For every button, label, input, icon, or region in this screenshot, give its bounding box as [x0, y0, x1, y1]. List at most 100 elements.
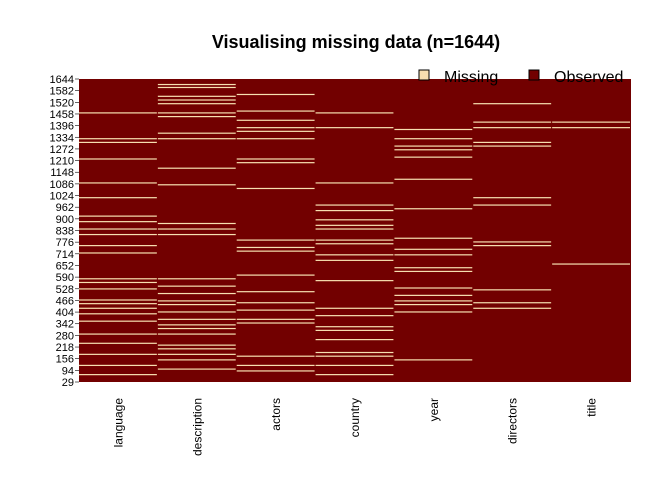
- y-tick-label: 1086: [50, 179, 74, 191]
- x-tick-label-directors: directors: [506, 398, 520, 444]
- missing-cell-title: [552, 127, 630, 129]
- missing-cell-description: [157, 167, 236, 169]
- y-tick-label: 404: [56, 307, 74, 319]
- y-tick-label: 1148: [50, 167, 74, 179]
- missing-cell-description: [157, 112, 236, 114]
- chart-title: Visualising missing data (n=1644): [212, 32, 500, 52]
- missing-cell-language: [79, 278, 157, 280]
- missing-cell-country: [315, 364, 394, 367]
- missing-cell-description: [157, 324, 236, 326]
- missing-cell-year: [394, 149, 473, 151]
- missing-cell-country: [315, 280, 394, 282]
- y-tick-label: 1520: [50, 97, 74, 109]
- missing-cell-year: [394, 311, 473, 313]
- missing-cell-year: [394, 145, 473, 147]
- missing-cell-language: [79, 303, 157, 305]
- missing-cell-description: [157, 285, 236, 287]
- missing-cell-actors: [236, 250, 315, 252]
- y-tick-label: 342: [56, 319, 74, 331]
- missing-cell-description: [157, 95, 236, 97]
- missing-cell-actors: [236, 246, 315, 249]
- y-tick-label: 528: [56, 284, 74, 296]
- missing-cell-country: [315, 228, 394, 230]
- legend-label-missing: Missing: [444, 69, 498, 86]
- missing-cell-description: [157, 138, 236, 140]
- missing-cell-directors: [473, 127, 552, 129]
- y-tick-label: 94: [62, 365, 74, 377]
- missing-cell-actors: [236, 127, 315, 129]
- y-tick-label: 1644: [50, 74, 74, 86]
- missing-cell-language: [79, 245, 157, 247]
- y-tick-label: 1396: [50, 121, 74, 133]
- missing-cell-language: [79, 281, 157, 284]
- y-tick-label: 652: [56, 260, 74, 272]
- observed-background: [79, 79, 631, 382]
- missing-cell-year: [394, 300, 473, 302]
- legend-label-observed: Observed: [554, 69, 623, 86]
- missing-cell-description: [157, 228, 236, 230]
- missing-cell-actors: [236, 130, 315, 132]
- missing-cell-directors: [473, 307, 552, 309]
- y-tick-label: 280: [56, 330, 74, 342]
- missing-cell-language: [79, 288, 157, 290]
- missing-cell-year: [394, 178, 473, 180]
- missing-cell-description: [157, 132, 236, 134]
- missing-cell-year: [394, 270, 473, 273]
- missing-cell-country: [315, 351, 394, 354]
- missing-cell-country: [315, 224, 394, 226]
- missing-cell-language: [79, 233, 157, 236]
- missing-cell-language: [79, 353, 157, 355]
- missing-cell-directors: [473, 302, 552, 304]
- missing-cell-language: [79, 299, 157, 301]
- missing-cell-language: [79, 141, 157, 144]
- y-tick-label: 1334: [50, 132, 74, 144]
- missing-cell-description: [157, 344, 236, 346]
- x-tick-label-country: country: [348, 398, 362, 437]
- missing-cell-language: [79, 138, 157, 140]
- missing-cell-actors: [236, 370, 315, 372]
- missing-cell-description: [157, 327, 236, 330]
- missing-cell-description: [157, 184, 236, 186]
- y-tick-label: 1582: [50, 86, 74, 98]
- y-tick-label: 1210: [50, 156, 74, 168]
- missing-cell-language: [79, 228, 157, 230]
- missing-cell-country: [315, 254, 394, 256]
- missing-cell-country: [315, 329, 394, 331]
- legend: Missing Observed: [418, 69, 623, 86]
- x-tick-label-description: description: [190, 398, 204, 456]
- y-tick-label: 466: [56, 295, 74, 307]
- missing-cell-directors: [473, 289, 552, 291]
- missing-cell-language: [79, 252, 157, 254]
- missing-cell-country: [315, 307, 394, 309]
- missing-cell-actors: [236, 309, 315, 311]
- missing-cell-description: [157, 359, 236, 361]
- missing-cell-actors: [236, 274, 315, 276]
- missing-cell-description: [157, 300, 236, 302]
- missing-cell-description: [157, 348, 236, 350]
- x-tick-label-year: year: [427, 398, 441, 421]
- missing-cell-actors: [236, 187, 315, 190]
- y-tick-label: 590: [56, 272, 74, 284]
- y-tick-label: 29: [62, 377, 74, 389]
- missing-cell-country: [315, 355, 394, 357]
- missing-cell-directors: [473, 145, 552, 147]
- missing-cell-country: [315, 182, 394, 184]
- missing-cell-year: [394, 138, 473, 140]
- missing-cell-actors: [236, 158, 315, 160]
- missing-cell-directors: [473, 103, 552, 105]
- missing-cell-description: [157, 278, 236, 280]
- missing-cell-country: [315, 374, 394, 376]
- missing-cell-description: [157, 333, 236, 335]
- missing-cell-actors: [236, 239, 315, 241]
- missing-cell-country: [315, 243, 394, 245]
- missing-cell-language: [79, 221, 157, 223]
- y-tick-label: 1272: [50, 144, 74, 156]
- x-tick-label-title: title: [585, 398, 599, 417]
- missing-cell-directors: [473, 241, 552, 243]
- y-tick-label: 900: [56, 214, 74, 226]
- missing-cell-actors: [236, 322, 315, 324]
- missing-cell-description: [157, 99, 236, 101]
- missing-cell-actors: [236, 110, 315, 112]
- x-axis: language description actors country year dire…: [111, 398, 598, 456]
- missing-cell-directors: [473, 141, 552, 144]
